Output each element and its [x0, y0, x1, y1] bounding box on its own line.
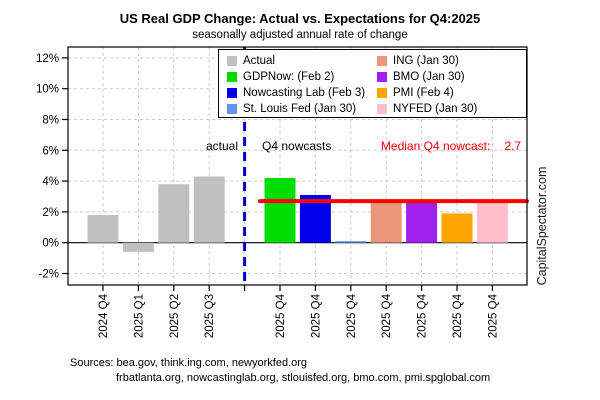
legend-item: PMI (Feb 4) [377, 85, 477, 101]
sources-line-2: frbatlanta.org, nowcastinglab.org, stlou… [116, 372, 491, 384]
x-tick-label: 2025 Q4 [275, 293, 287, 338]
plot-border [67, 46, 528, 286]
bar-actual [158, 184, 190, 243]
chart-subtitle: seasonally adjusted annual rate of chang… [192, 29, 408, 41]
bar-st-louis-fed-jan-30 [335, 241, 367, 243]
legend-label: St. Louis Fed (Jan 30) [243, 103, 357, 115]
bar-actual [193, 176, 225, 243]
x-tick-label: 2025 Q4 [452, 293, 464, 338]
median-label: Median Q4 nowcast: [380, 139, 491, 153]
legend-swatch-icon [377, 88, 387, 98]
legend-item: St. Louis Fed (Jan 30) [227, 101, 377, 117]
x-tick-label: 2024 Q4 [98, 293, 110, 338]
watermark: CapitalSpectator.com [535, 166, 549, 286]
legend-label: NYFED (Jan 30) [393, 103, 478, 115]
x-tick-label: 2025 Q4 [346, 293, 358, 338]
legend-item: BMO (Jan 30) [377, 69, 477, 85]
bar-gdpnow-feb-2 [264, 178, 296, 243]
chart-title: US Real GDP Change: Actual vs. Expectati… [119, 11, 481, 26]
legend-label: PMI (Feb 4) [393, 87, 454, 99]
y-tick-label: 12% [36, 53, 59, 65]
legend-label: ING (Jan 30) [393, 55, 459, 67]
x-tick-label: 2025 Q4 [381, 293, 393, 338]
y-tick-label: 8% [42, 115, 59, 127]
x-tick-label: 2025 Q3 [204, 294, 216, 338]
legend-swatch-icon [227, 88, 237, 98]
legend-item: GDPNow: (Feb 2) [227, 69, 377, 85]
bar-ing-jan-30 [370, 201, 402, 243]
x-tick-label: 2025 Q1 [133, 294, 145, 338]
legend-swatch-icon [227, 56, 237, 66]
legend: Actual GDPNow: (Feb 2) Nowcasting Lab (Feb… [218, 49, 527, 118]
legend-swatch-icon [227, 104, 237, 114]
x-tick-label: 2025 Q4 [310, 293, 322, 338]
legend-item: ING (Jan 30) [377, 53, 477, 69]
x-tick-label: 2025 Q2 [169, 294, 181, 338]
legend-label: Nowcasting Lab (Feb 3) [243, 87, 366, 99]
legend-item: Nowcasting Lab (Feb 3) [227, 85, 377, 101]
y-tick-label: 2% [42, 207, 59, 219]
y-tick-label: -2% [39, 269, 59, 281]
x-tick-label: 2025 Q4 [487, 293, 499, 338]
y-tick-label: 0% [42, 238, 59, 250]
annotation-median-nowcast: Median Q4 nowcast: 2.7 [0, 139, 521, 153]
annotation-actual: actual [205, 139, 238, 153]
bar-nyfed-jan-30 [476, 202, 508, 243]
legend-item: NYFED (Jan 30) [377, 101, 477, 117]
legend-label: BMO (Jan 30) [393, 71, 465, 83]
legend-swatch-icon [377, 72, 387, 82]
legend-swatch-icon [377, 56, 387, 66]
legend-label: Actual [243, 55, 275, 67]
y-tick-label: 10% [36, 84, 59, 96]
bar-actual [87, 214, 119, 243]
median-value: 2.7 [504, 139, 521, 153]
legend-item: Actual [227, 53, 377, 69]
sources-line-1: Sources: bea.gov, think.ing.com, newyork… [70, 357, 308, 369]
y-tick-label: 4% [42, 176, 59, 188]
legend-swatch-icon [377, 104, 387, 114]
bar-bmo-jan-30 [406, 201, 438, 243]
legend-column: Actual GDPNow: (Feb 2) Nowcasting Lab (Feb… [227, 53, 377, 117]
legend-label: GDPNow: (Feb 2) [243, 71, 335, 83]
y-tick-label: 6% [42, 145, 59, 157]
bar-pmi-feb-4 [441, 213, 473, 243]
legend-column: ING (Jan 30) BMO (Jan 30) PMI (Feb 4) NYFED… [377, 53, 477, 117]
x-tick-label: 2025 Q4 [417, 293, 429, 338]
annotation-q4-nowcasts: Q4 nowcasts [262, 139, 332, 153]
bar-actual [122, 242, 154, 252]
legend-swatch-icon [227, 72, 237, 82]
sources: Sources: bea.gov, think.ing.com, newyork… [70, 356, 490, 386]
